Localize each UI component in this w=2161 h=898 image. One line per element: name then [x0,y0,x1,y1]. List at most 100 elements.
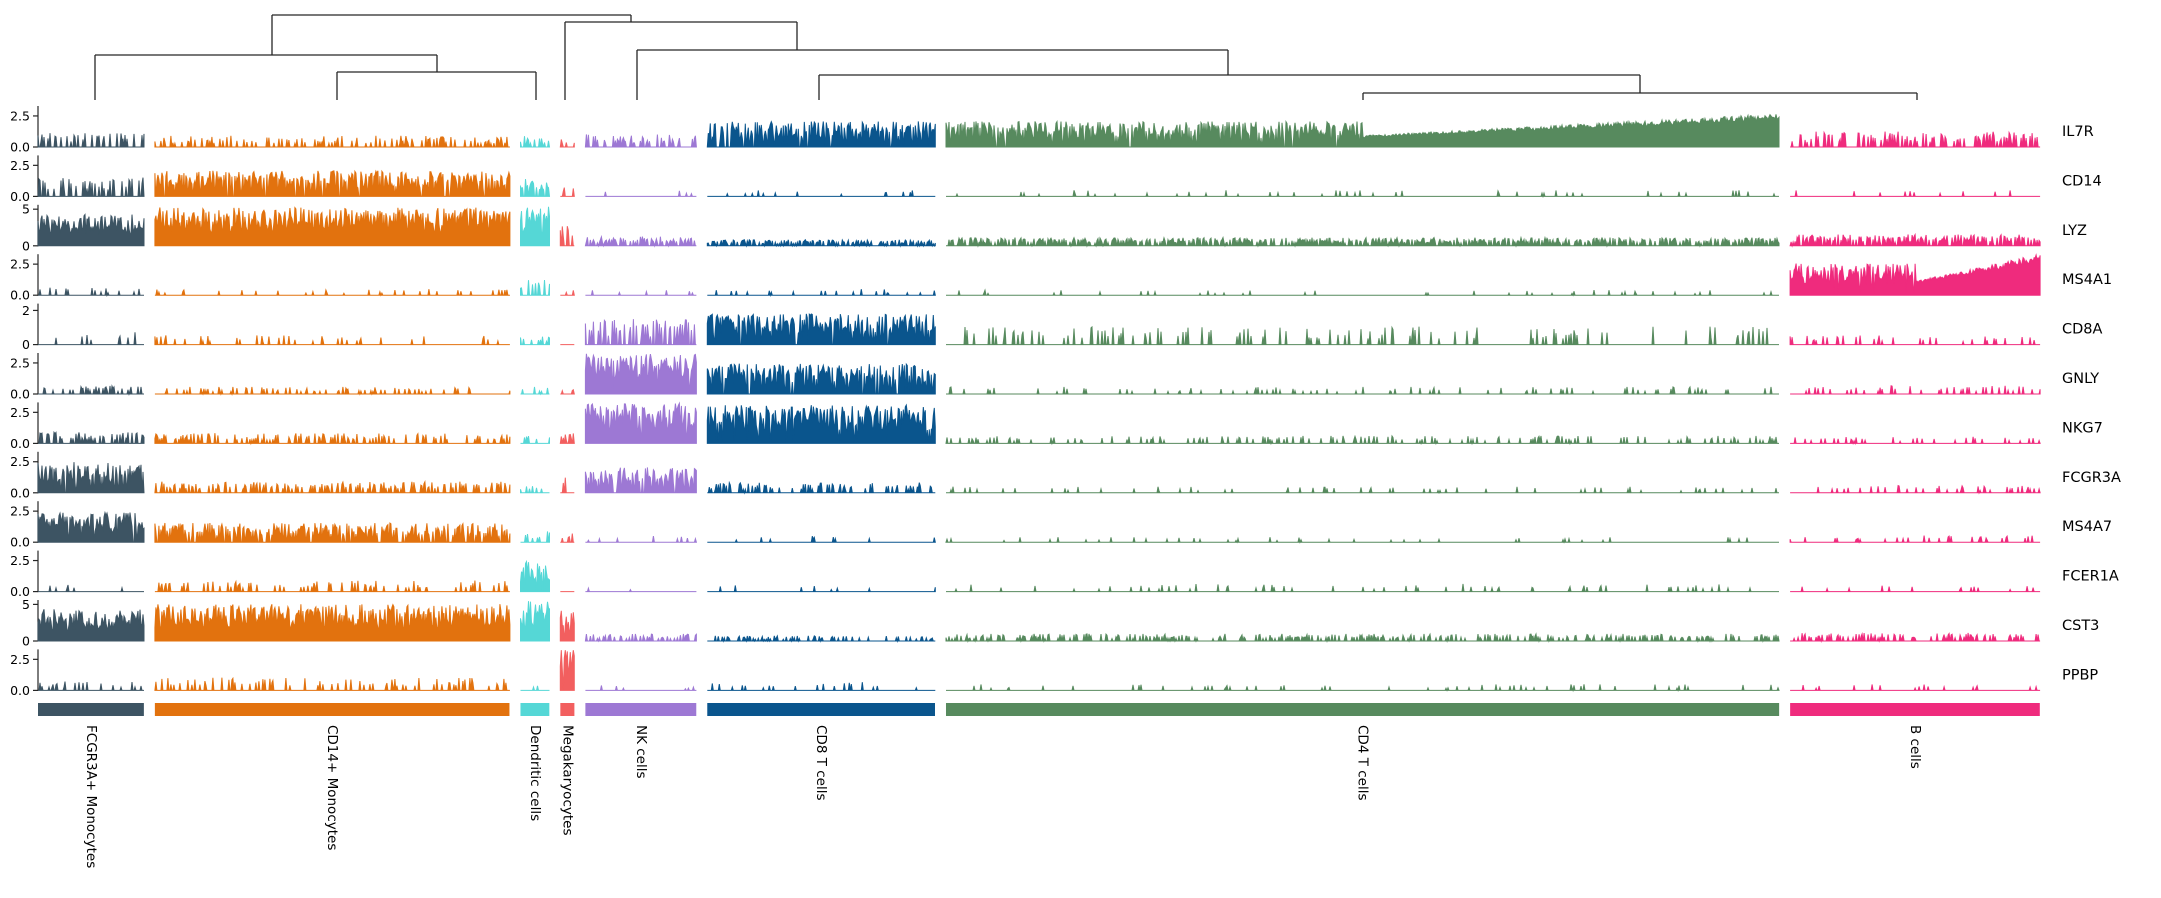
y-tick-label: 0.0 [10,387,30,402]
track-MS4A7: 2.5 0.0 MS4A7 [10,501,2112,550]
expression-area-CD14-CD8 T cells [707,190,936,197]
expression-area-IL7R-CD14+ Monocytes [154,135,510,148]
expression-area-CD8A-Dendritic cells [520,336,550,346]
expression-area-LYZ-NK cells [584,234,697,248]
expression-area-NKG7-Dendritic cells [520,435,550,444]
group-label-CD8 T cells: CD8 T cells [813,725,829,801]
expression-area-GNLY-Dendritic cells [520,386,550,396]
track-CST3: 5 0 CST3 [22,597,2099,649]
gene-label-MS4A1: MS4A1 [2062,272,2112,288]
expression-area-IL7R-CD4 T cells [945,113,1780,148]
y-tick-label: 0.0 [10,535,30,550]
expression-area-CST3-NK cells [584,633,697,643]
expression-area-CD14-Megakaryocytes [560,187,575,197]
expression-area-FCGR3A-FCGR3A+ Monocytes [37,462,145,494]
expression-area-CD8A-NK cells [584,319,697,346]
expression-area-GNLY-CD4 T cells [946,385,1779,395]
y-tick-label: 2.5 [10,504,30,519]
gene-label-PPBP: PPBP [2062,667,2098,683]
track-MS4A1: 2.5 0.0 MS4A1 [10,253,2112,303]
group-label-NK cells: NK cells [633,725,649,779]
track-PPBP: 2.5 0.0 PPBP [10,649,2098,698]
y-tick-label: 0.0 [10,485,30,500]
expression-area-PPBP-CD14+ Monocytes [154,676,510,691]
group-label-CD4 T cells: CD4 T cells [1355,725,1371,801]
expression-area-LYZ-CD4 T cells [946,235,1780,248]
gene-label-FCGR3A: FCGR3A [2062,470,2121,486]
expression-area-FCER1A-NK cells [585,586,697,593]
expression-area-FCER1A-FCGR3A+ Monocytes [38,584,144,593]
gene-label-CD14: CD14 [2062,173,2102,189]
expression-area-FCER1A-B cells [1790,585,2041,593]
expression-area-MS4A1-CD14+ Monocytes [154,288,510,297]
y-tick-label: 0 [22,238,30,253]
expression-area-IL7R-FCGR3A+ Monocytes [37,133,145,148]
expression-area-PPBP-CD8 T cells [707,682,936,691]
expression-area-GNLY-B cells [1790,385,2041,395]
expression-area-CST3-FCGR3A+ Monocytes [37,609,145,642]
expression-area-LYZ-CD14+ Monocytes [154,206,511,247]
expression-area-MS4A1-NK cells [585,289,697,296]
expression-area-MS4A1-FCGR3A+ Monocytes [38,287,144,298]
expression-area-FCER1A-CD14+ Monocytes [154,579,510,593]
track-FCER1A: 2.5 0.0 FCER1A [10,550,2119,599]
expression-area-CD14-Dendritic cells [520,179,551,197]
group-bar-Megakaryocytes [560,703,575,716]
expression-area-MS4A1-B cells [1789,253,2041,296]
y-tick-label: 0 [22,634,30,649]
expression-area-PPBP-CD4 T cells [946,684,1780,693]
expression-area-MS4A7-Megakaryocytes [560,533,575,543]
y-tick-label: 0.0 [10,140,30,155]
y-tick-label: 2.5 [10,652,30,667]
expression-area-MS4A7-Dendritic cells [520,531,550,543]
expression-area-CD8A-CD8 T cells [706,313,936,346]
y-tick-label: 2.5 [10,454,30,469]
expression-area-LYZ-FCGR3A+ Monocytes [37,213,145,247]
y-tick-label: 2.5 [10,405,30,420]
y-tick-label: 2.5 [10,355,30,370]
expression-area-MS4A7-NK cells [585,536,698,543]
y-tick-label: 0.0 [10,288,30,303]
y-tick-label: 2 [22,303,30,318]
expression-area-MS4A1-CD8 T cells [707,289,936,298]
expression-area-GNLY-CD8 T cells [706,362,936,395]
expression-area-CD8A-B cells [1789,335,2041,346]
expression-area-NKG7-CD4 T cells [945,434,1779,446]
expression-area-LYZ-B cells [1789,232,2041,248]
expression-area-NKG7-CD8 T cells [706,403,936,444]
gene-label-LYZ: LYZ [2062,223,2087,239]
expression-area-FCGR3A-CD4 T cells [946,486,1779,495]
expression-area-CD14-FCGR3A+ Monocytes [37,177,145,197]
expression-area-MS4A1-Megakaryocytes [560,290,575,296]
y-tick-label: 0.0 [10,436,30,451]
expression-area-FCGR3A-CD8 T cells [707,480,936,495]
expression-area-FCER1A-Dendritic cells [520,559,550,593]
expression-area-NKG7-CD14+ Monocytes [154,432,511,446]
group-bar-Dendritic cells [520,703,550,716]
expression-area-LYZ-Megakaryocytes [559,226,575,247]
y-tick-label: 2.5 [10,257,30,272]
y-tick-label: 2.5 [10,553,30,568]
expression-area-CST3-CD14+ Monocytes [154,603,511,642]
group-label-FCGR3A+ Monocytes: FCGR3A+ Monocytes [83,725,99,868]
group-bar-CD8 T cells [707,703,935,716]
expression-area-FCGR3A-NK cells [584,467,697,494]
expression-area-IL7R-Megakaryocytes [559,139,575,148]
expression-area-NKG7-FCGR3A+ Monocytes [38,430,145,444]
expression-area-MS4A1-Dendritic cells [520,279,550,296]
gene-label-CST3: CST3 [2062,618,2099,634]
expression-area-GNLY-CD14+ Monocytes [154,386,511,396]
expression-area-FCER1A-CD4 T cells [946,583,1779,593]
expression-area-MS4A7-CD14+ Monocytes [154,522,511,543]
expression-area-PPBP-B cells [1790,684,2041,691]
expression-area-CST3-B cells [1790,632,2041,643]
expression-area-PPBP-FCGR3A+ Monocytes [38,681,144,691]
expression-area-FCGR3A-CD14+ Monocytes [154,479,511,494]
group-bar-CD4 T cells [945,703,1780,716]
expression-area-FCGR3A-Megakaryocytes [560,477,575,494]
expression-area-NKG7-Megakaryocytes [559,433,575,444]
expression-area-CD14-B cells [1790,190,2041,197]
y-tick-label: 0.0 [10,189,30,204]
expression-area-LYZ-CD8 T cells [706,238,936,248]
